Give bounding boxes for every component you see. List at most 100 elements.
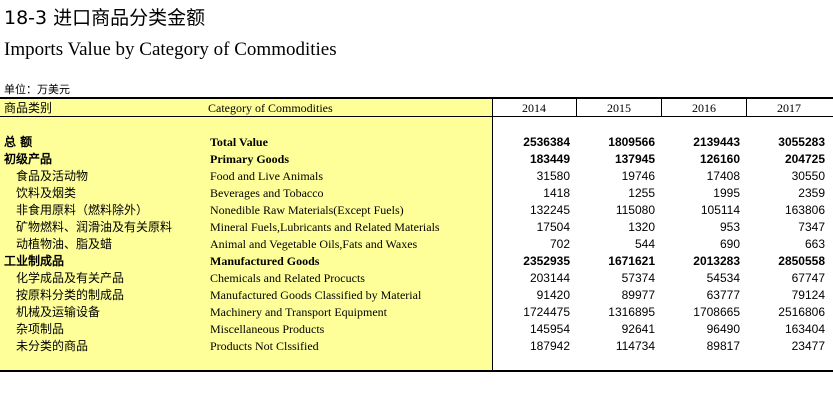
row-value-2017: 2516806 xyxy=(778,305,825,319)
row-value-2015: 1255 xyxy=(628,186,655,200)
page-title-cn: 18-3 进口商品分类金额 xyxy=(4,7,206,29)
row-label-en: Miscellaneous Products xyxy=(210,322,325,336)
row-value-2017: 79124 xyxy=(791,288,825,302)
table-row: 机械及运输设备 Machinery and Transport Equipment… xyxy=(0,304,833,321)
year-divider xyxy=(661,99,662,116)
row-value-2017: 663 xyxy=(804,237,825,251)
table-row: 未分类的商品 Products Not Clssified 187942 114734… xyxy=(0,338,833,355)
row-label-cn: 工业制成品 xyxy=(4,254,65,268)
header-year-2016: 2016 xyxy=(692,101,716,115)
row-label-cn: 矿物燃料、润滑油及有关原料 xyxy=(16,220,173,234)
row-label-en: Food and Live Animals xyxy=(210,169,323,183)
row-value-2017: 23477 xyxy=(791,339,825,353)
row-value-2015: 89977 xyxy=(621,288,655,302)
table-row: 化学成品及有关产品 Chemicals and Related Procucts 2… xyxy=(0,270,833,287)
header-category-en: Category of Commodities xyxy=(208,101,333,115)
row-label-en: Products Not Clssified xyxy=(210,339,319,353)
row-label-cn: 化学成品及有关产品 xyxy=(16,271,125,285)
row-value-2016: 953 xyxy=(719,220,740,234)
row-label-cn: 饮料及烟类 xyxy=(16,186,77,200)
row-value-2017: 163404 xyxy=(784,322,825,336)
row-label-cn: 食品及活动物 xyxy=(16,169,89,183)
unit-label: 单位：万美元 xyxy=(4,83,70,96)
row-value-2016: 96490 xyxy=(706,322,740,336)
table-bottom-rule xyxy=(0,370,833,372)
row-label-cn: 总 额 xyxy=(4,135,33,149)
table-header-background xyxy=(0,99,492,116)
row-value-2017: 204725 xyxy=(784,152,825,166)
row-value-2015: 114734 xyxy=(615,339,655,353)
row-value-2014: 132245 xyxy=(529,203,570,217)
row-value-2015: 19746 xyxy=(621,169,655,183)
row-value-2016: 89817 xyxy=(706,339,740,353)
row-label-cn: 未分类的商品 xyxy=(16,339,89,353)
row-value-2015: 115080 xyxy=(615,203,655,217)
row-value-2015: 57374 xyxy=(621,271,655,285)
row-value-2017: 30550 xyxy=(791,169,825,183)
column-divider xyxy=(492,99,493,370)
table-top-rule xyxy=(0,97,833,99)
row-value-2015: 92641 xyxy=(621,322,655,336)
row-value-2015: 1320 xyxy=(628,220,655,234)
row-value-2016: 2139443 xyxy=(693,135,740,149)
row-value-2015: 1809566 xyxy=(608,135,655,149)
row-value-2017: 2850558 xyxy=(778,254,825,268)
row-value-2014: 187942 xyxy=(529,339,570,353)
row-label-en: Manufactured Goods Classified by Materia… xyxy=(210,288,422,302)
table-row: 初级产品 Primary Goods 183449 137945 126160 20472… xyxy=(0,151,833,168)
row-label-en: Mineral Fuels,Lubricants and Related Mat… xyxy=(210,220,440,234)
row-label-en: Total Value xyxy=(210,135,268,149)
row-value-2014: 17504 xyxy=(536,220,570,234)
year-header-background xyxy=(492,99,833,116)
table-row: 杂项制品 Miscellaneous Products 145954 92641 964… xyxy=(0,321,833,338)
row-value-2014: 145954 xyxy=(529,322,570,336)
row-value-2017: 3055283 xyxy=(778,135,825,149)
row-label-en: Chemicals and Related Procucts xyxy=(210,271,365,285)
table-row: 总 额 Total Value 2536384 1809566 2139443 30552… xyxy=(0,134,833,151)
row-label-cn: 机械及运输设备 xyxy=(16,305,101,319)
row-value-2014: 31580 xyxy=(536,169,570,183)
row-label-cn: 初级产品 xyxy=(4,152,53,166)
row-value-2014: 203144 xyxy=(529,271,570,285)
row-value-2016: 54534 xyxy=(706,271,740,285)
table-header-rule xyxy=(0,116,833,117)
row-label-en: Manufactured Goods xyxy=(210,254,320,268)
row-value-2016: 63777 xyxy=(706,288,740,302)
row-label-en: Beverages and Tobacco xyxy=(210,186,324,200)
row-label-en: Nonedible Raw Materials(Except Fuels) xyxy=(210,203,404,217)
header-year-2015: 2015 xyxy=(607,101,631,115)
row-label-en: Machinery and Transport Equipment xyxy=(210,305,387,319)
row-label-en: Animal and Vegetable Oils,Fats and Waxes xyxy=(210,237,418,251)
row-label-cn: 非食用原料（燃料除外） xyxy=(16,203,149,217)
year-divider xyxy=(576,99,577,116)
row-label-cn: 动植物油、脂及蜡 xyxy=(16,237,113,251)
row-label-cn: 杂项制品 xyxy=(16,322,65,336)
table-body-highlight xyxy=(0,117,492,370)
row-label-en: Primary Goods xyxy=(210,152,289,166)
row-value-2015: 1316895 xyxy=(608,305,655,319)
row-value-2014: 702 xyxy=(549,237,570,251)
row-value-2017: 2359 xyxy=(798,186,825,200)
row-value-2014: 2352935 xyxy=(523,254,570,268)
table-row: 工业制成品 Manufactured Goods 2352935 1671621 201… xyxy=(0,253,833,270)
table-row: 矿物燃料、润滑油及有关原料 Mineral Fuels,Lubricants an… xyxy=(0,219,833,236)
row-value-2016: 1995 xyxy=(713,186,740,200)
row-value-2014: 1418 xyxy=(543,186,570,200)
row-value-2017: 67747 xyxy=(791,271,825,285)
table-row: 非食用原料（燃料除外） Nonedible Raw Materials(Excep… xyxy=(0,202,833,219)
row-value-2016: 17408 xyxy=(706,169,740,183)
table-row: 饮料及烟类 Beverages and Tobacco 1418 1255 1995 23… xyxy=(0,185,833,202)
row-value-2017: 163806 xyxy=(784,203,825,217)
table-row: 动植物油、脂及蜡 Animal and Vegetable Oils,Fats a… xyxy=(0,236,833,253)
row-value-2014: 183449 xyxy=(529,152,570,166)
row-value-2015: 137945 xyxy=(614,152,655,166)
table-row: 按原料分类的制成品 Manufactured Goods Classified b… xyxy=(0,287,833,304)
row-value-2015: 1671621 xyxy=(608,254,655,268)
row-value-2016: 2013283 xyxy=(693,254,740,268)
table-row: 食品及活动物 Food and Live Animals 31580 19746 174… xyxy=(0,168,833,185)
row-value-2016: 1708665 xyxy=(693,305,740,319)
year-divider xyxy=(746,99,747,116)
header-year-2017: 2017 xyxy=(777,101,801,115)
row-label-cn: 按原料分类的制成品 xyxy=(16,288,125,302)
row-value-2014: 1724475 xyxy=(523,305,570,319)
